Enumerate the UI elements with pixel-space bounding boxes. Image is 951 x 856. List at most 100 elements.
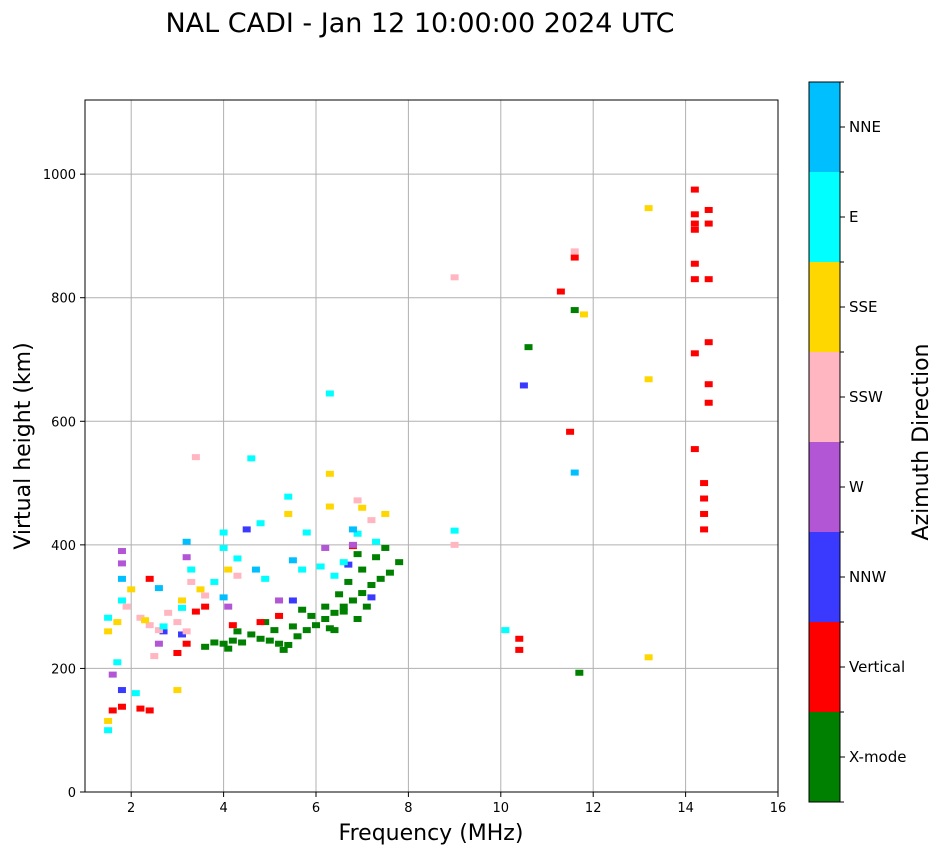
point-x-mode: [238, 639, 247, 646]
point-vertical: [173, 649, 182, 656]
point-ssw: [450, 541, 459, 548]
point-e: [104, 614, 113, 621]
point-e: [104, 727, 113, 734]
point-vertical: [570, 254, 579, 261]
point-x-mode: [201, 643, 210, 650]
point-x-mode: [321, 603, 330, 610]
point-vertical: [700, 480, 709, 487]
data-points: [104, 186, 713, 734]
point-vertical: [700, 495, 709, 502]
point-ssw: [164, 609, 173, 616]
point-x-mode: [385, 569, 394, 576]
point-nnw: [367, 594, 376, 601]
point-vertical: [690, 226, 699, 233]
point-sse: [196, 586, 205, 593]
point-sse: [644, 654, 653, 661]
point-vertical: [704, 381, 713, 388]
point-vertical: [201, 603, 210, 610]
x-tick-label: 8: [404, 801, 412, 816]
point-e: [325, 390, 334, 397]
point-w: [275, 597, 284, 604]
colorbar-label: Azimuth Direction: [909, 343, 934, 540]
colorbar-swatch: [809, 532, 840, 622]
grid-lines: [85, 100, 779, 793]
point-e: [316, 563, 325, 570]
point-x-mode: [353, 616, 362, 622]
point-sse: [104, 717, 113, 724]
point-vertical: [191, 608, 200, 615]
point-e: [261, 575, 270, 582]
point-x-mode: [348, 597, 357, 604]
point-x-mode: [524, 344, 533, 351]
point-ssw: [122, 603, 131, 610]
colorbar-label-w: W: [849, 478, 864, 496]
point-x-mode: [219, 640, 228, 647]
point-x-mode: [312, 622, 320, 629]
point-x-mode: [279, 646, 288, 653]
point-e: [113, 659, 122, 666]
colorbar-swatch: [809, 262, 840, 352]
point-sse: [325, 470, 334, 477]
point-vertical: [566, 428, 575, 435]
point-sse: [178, 597, 187, 604]
point-x-mode: [330, 609, 339, 616]
point-x-mode: [372, 554, 381, 561]
point-vertical: [690, 211, 699, 218]
point-nnw: [159, 628, 168, 635]
point-x-mode: [293, 633, 302, 640]
point-x-mode: [261, 619, 270, 626]
point-x-mode: [339, 608, 348, 615]
point-x-mode: [298, 606, 307, 613]
point-vertical: [136, 705, 145, 712]
point-vertical: [704, 276, 713, 283]
point-nne: [348, 526, 357, 533]
point-ssw: [570, 248, 579, 255]
point-e: [187, 566, 196, 573]
point-vertical: [117, 703, 126, 710]
plot-frame: [84, 99, 779, 793]
x-tick-label: 10: [493, 801, 510, 816]
point-e: [117, 597, 126, 604]
point-e: [372, 538, 381, 545]
point-vertical: [700, 526, 709, 533]
point-x-mode: [302, 627, 311, 634]
x-tick-label: 12: [585, 801, 602, 816]
point-vertical: [704, 399, 713, 406]
point-w: [117, 560, 126, 567]
x-tick-label: 2: [127, 801, 135, 816]
x-axis-ticks: 2 4 6 8 10 12 14 16: [127, 792, 786, 816]
point-x-mode: [275, 640, 284, 647]
point-vertical: [515, 635, 524, 642]
point-nne: [570, 469, 579, 476]
point-x-mode: [381, 544, 390, 551]
point-sse: [284, 510, 293, 517]
point-x-mode: [284, 641, 293, 648]
point-vertical: [704, 220, 713, 227]
point-vertical: [704, 206, 713, 213]
point-vertical: [108, 707, 117, 714]
point-x-mode: [335, 591, 344, 598]
point-vertical: [275, 612, 284, 619]
colorbar-swatch: [809, 172, 840, 262]
point-e: [219, 544, 228, 551]
point-nnw: [117, 687, 126, 694]
point-ssw: [353, 497, 362, 504]
point-x-mode: [367, 582, 376, 589]
point-e: [284, 493, 293, 500]
x-tick-label: 6: [312, 801, 320, 816]
point-nnw: [242, 526, 251, 533]
point-e: [247, 455, 256, 462]
point-sse: [224, 566, 233, 573]
y-tick-label: 800: [51, 292, 76, 307]
point-x-mode: [265, 637, 274, 644]
point-x-mode: [210, 639, 219, 646]
point-ssw: [450, 274, 459, 281]
point-e: [210, 578, 219, 585]
point-x-mode: [256, 635, 265, 642]
y-tick-label: 600: [51, 415, 76, 430]
point-nne: [219, 594, 228, 601]
point-ssw: [173, 619, 182, 626]
point-e: [233, 555, 242, 562]
point-ssw: [145, 622, 154, 629]
